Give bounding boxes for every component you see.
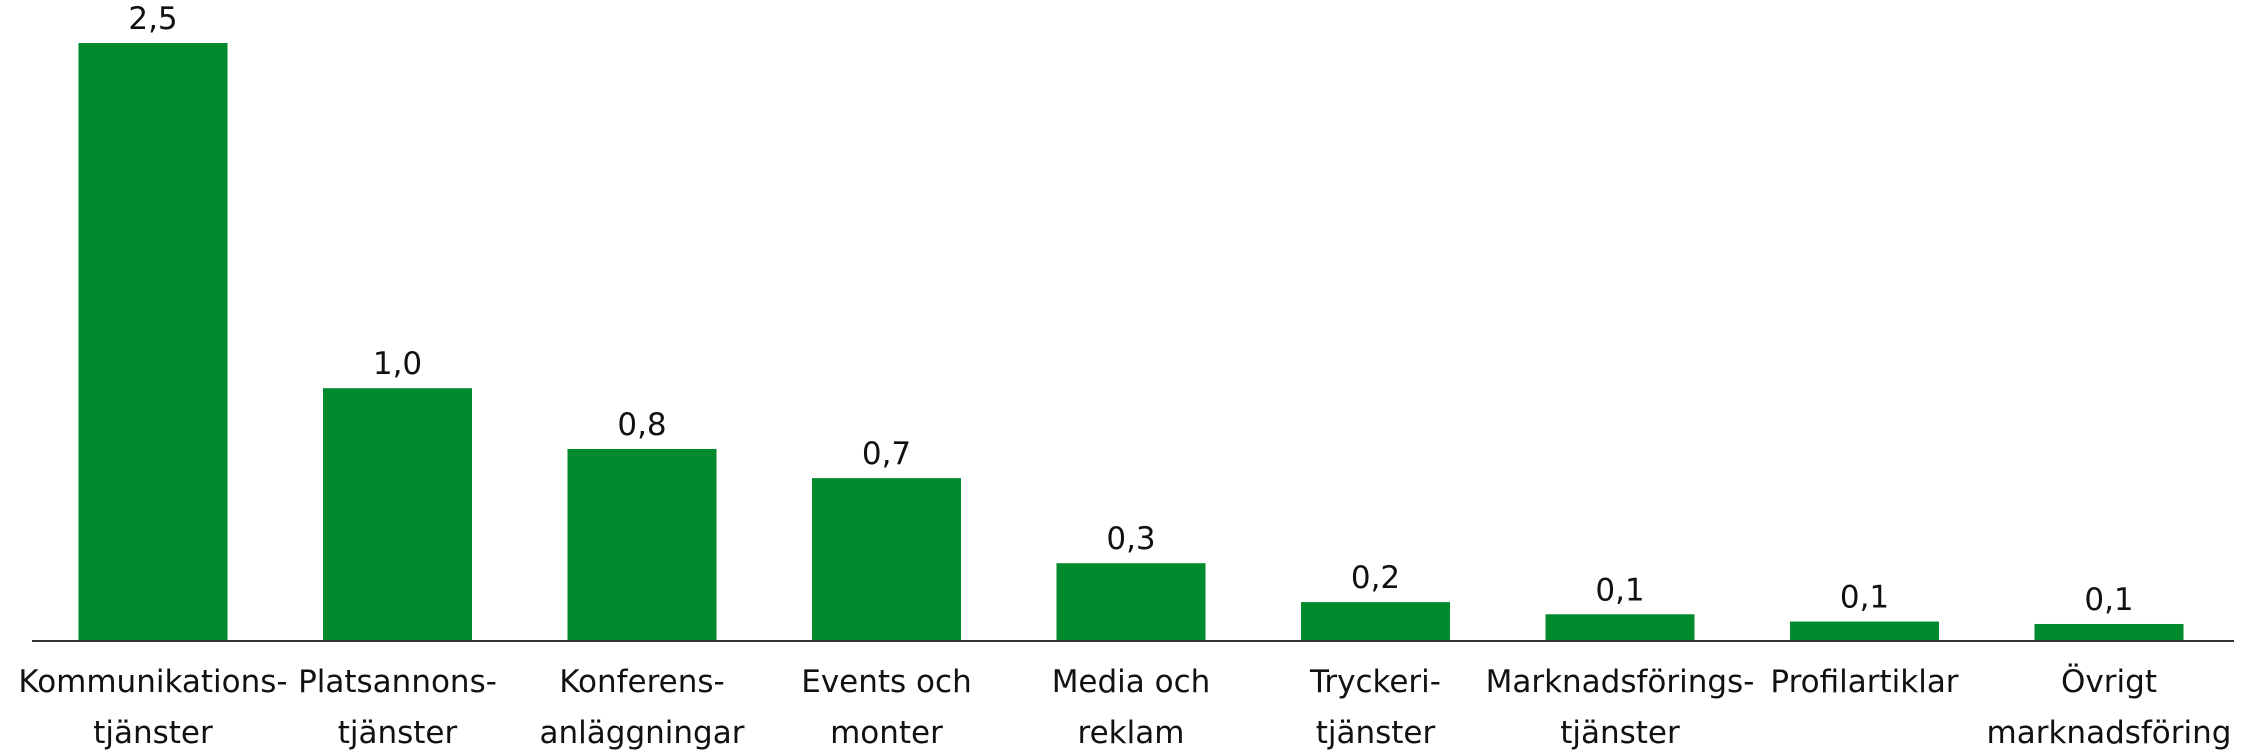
x-tick-label-line: Konferens-	[559, 664, 725, 700]
x-tick-label: Media och reklam	[1052, 664, 1211, 751]
x-tick-label-line: Kommunikations-	[18, 664, 287, 700]
bar	[323, 388, 472, 641]
x-tick-label-line: anläggningar	[540, 715, 745, 751]
x-tick-label: Marknadsförings-tjänster	[1486, 664, 1755, 751]
x-tick-label: Events och monter	[801, 664, 971, 751]
value-label: 0,1	[1595, 572, 1644, 608]
x-tick-label-line: Profilartiklar	[1770, 664, 1958, 700]
bar	[78, 43, 228, 642]
bar	[2034, 623, 2184, 641]
bar	[567, 448, 717, 641]
x-tick-label-line: tjänster	[93, 715, 213, 751]
x-tick-label: Kommunikations-tjänster	[18, 664, 287, 751]
bar	[1301, 602, 1450, 641]
x-tick-label-line: Tryckeri-	[1309, 664, 1441, 700]
x-tick-label-line: tjänster	[338, 715, 458, 751]
value-label: 0,7	[862, 436, 911, 472]
x-tick-label: Övrigt marknadsföring	[1987, 663, 2232, 751]
x-tick-label-line: marknadsföring	[1987, 715, 2232, 751]
x-tick-label-line: reklam	[1078, 715, 1185, 751]
value-label: 0,1	[2084, 582, 2133, 618]
value-label: 0,3	[1106, 521, 1155, 557]
x-tick-label-line: Events och	[801, 664, 971, 700]
x-tick-label-line: Övrigt	[2061, 663, 2157, 700]
x-tick-label: Platsannons-tjänster	[298, 664, 497, 751]
value-label: 0,1	[1840, 580, 1889, 616]
x-tick-label-line: monter	[830, 715, 943, 751]
x-tick-label-line: Platsannons-	[298, 664, 497, 700]
x-tick-label-line: Media och	[1052, 664, 1211, 700]
bar	[812, 478, 961, 641]
value-label: 1,0	[373, 346, 422, 382]
x-tick-label-line: tjänster	[1560, 715, 1680, 751]
bar	[1790, 621, 1939, 641]
x-tick-label-line: tjänster	[1316, 715, 1436, 751]
bar	[1056, 563, 1206, 641]
bar	[1545, 614, 1695, 641]
x-tick-label: Profilartiklar	[1770, 664, 1958, 700]
x-tick-label: Tryckeri-tjänster	[1309, 664, 1441, 751]
x-tick-label: Konferens-anläggningar	[540, 664, 745, 751]
value-label: 0,2	[1351, 560, 1400, 596]
value-label: 2,5	[128, 1, 177, 37]
value-label: 0,8	[617, 407, 666, 443]
x-tick-label-line: Marknadsförings-	[1486, 664, 1755, 700]
